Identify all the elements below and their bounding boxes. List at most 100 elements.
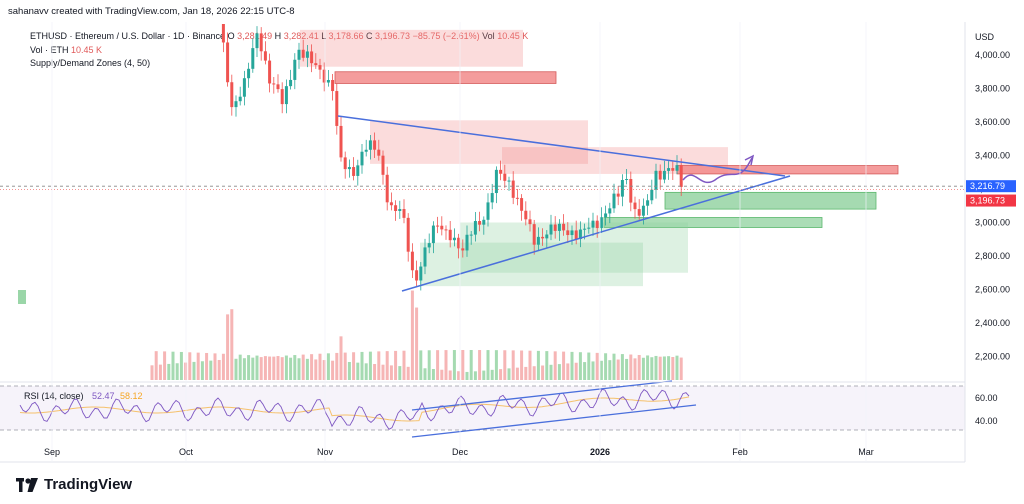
volume-bar: [465, 371, 469, 380]
candle-body: [360, 151, 364, 166]
candle-body: [612, 193, 616, 209]
candle-body: [259, 33, 263, 52]
candle-body: [570, 230, 574, 236]
volume-bar: [276, 356, 280, 380]
volume-bar: [297, 358, 301, 380]
volume-bar: [599, 360, 603, 380]
candle-body: [469, 234, 473, 236]
volume-bar: [238, 354, 242, 380]
candle-body: [293, 59, 297, 80]
projection-path: [682, 157, 753, 184]
volume-bar: [478, 350, 482, 380]
candle-body: [226, 42, 230, 83]
tradingview-logo[interactable]: TradingView: [16, 476, 132, 493]
volume-bar: [532, 366, 536, 380]
volume-bar: [377, 351, 381, 380]
candle-body: [465, 234, 469, 251]
volume-bar: [566, 363, 570, 380]
candle-body: [339, 125, 343, 158]
volume-bar: [242, 358, 246, 380]
price-badge-red: [966, 194, 1016, 207]
volume-bar: [251, 357, 255, 380]
volume-bar: [230, 309, 234, 380]
volume-bar: [616, 359, 620, 380]
volume-bar: [545, 351, 549, 380]
rsi-band: [0, 386, 965, 430]
volume-bar: [440, 369, 444, 380]
volume-bar: [221, 353, 225, 380]
candle-body: [591, 220, 595, 228]
close-label: C: [366, 31, 373, 41]
volume-bar: [205, 352, 209, 380]
candle-body: [599, 217, 603, 229]
volume-bar: [331, 360, 335, 380]
candle-body: [415, 270, 419, 281]
time-tick: Mar: [858, 447, 874, 457]
volume-bar: [448, 370, 452, 380]
overlay-layer: [0, 115, 965, 292]
axes-layer: USD4,000.003,800.003,600.003,400.003,200…: [0, 22, 1016, 463]
rsi-tick: 60.00: [975, 393, 998, 403]
candle-body: [553, 224, 557, 231]
volume-bar: [431, 369, 435, 380]
candle-body: [574, 230, 578, 240]
demand-zone-3: [460, 222, 688, 273]
supply-zone-1: [334, 71, 557, 84]
candle-body: [419, 266, 423, 281]
candle-body: [675, 165, 679, 171]
volume-bar: [356, 362, 360, 380]
zones-legend[interactable]: Supply/Demand Zones (4, 50): [30, 58, 151, 68]
volume-bar: [461, 350, 465, 380]
vol-line-label: Vol · ETH: [30, 45, 69, 55]
volume-bar: [507, 368, 511, 380]
candle-body: [238, 96, 242, 102]
chart-credit: sahanavv created with TradingView.com, J…: [8, 6, 295, 17]
volume-bar: [570, 351, 574, 380]
volume-bar: [200, 361, 204, 380]
volume-bar: [671, 357, 675, 380]
volume-bar: [515, 367, 519, 380]
volume-bar: [574, 362, 578, 380]
vol-label: Vol: [482, 31, 495, 41]
volume-bar: [658, 356, 662, 380]
rsi-line: [19, 388, 690, 430]
candle-body: [373, 140, 377, 150]
time-tick: Oct: [179, 447, 194, 457]
volume-bar: [326, 353, 330, 380]
volume-bar: [158, 364, 162, 380]
candle-body: [247, 68, 251, 79]
candle-body: [280, 89, 284, 105]
candle-body: [633, 202, 637, 210]
tradingview-logo-icon: [16, 477, 38, 492]
volume-bar: [192, 361, 196, 380]
candle-body: [284, 86, 288, 105]
candle-body: [486, 202, 490, 220]
time-tick: Dec: [452, 447, 469, 457]
volume-bar: [217, 359, 221, 380]
candle-body: [679, 165, 683, 187]
candle-body: [507, 180, 511, 182]
volume-bar: [503, 350, 507, 380]
candle-body: [331, 80, 335, 92]
candle-body: [221, 24, 225, 43]
candle-body: [562, 223, 566, 231]
volume-bar: [364, 363, 368, 380]
volume-bar: [398, 366, 402, 380]
candle-body: [234, 101, 238, 108]
candle-body: [625, 179, 629, 181]
candle-body: [289, 79, 293, 87]
candle-body: [347, 167, 351, 170]
volume-bar: [637, 354, 641, 380]
volume-bar: [310, 354, 314, 380]
candle-body: [662, 170, 666, 180]
volume-legend[interactable]: Vol · ETH 10.45 K: [30, 45, 102, 55]
volume-bar: [583, 362, 587, 380]
volume-bar: [528, 350, 532, 380]
volume-bar: [520, 350, 524, 380]
candle-body: [297, 49, 301, 60]
symbol-legend[interactable]: ETHUSD · Ethereum / U.S. Dollar · 1D · B…: [30, 31, 528, 41]
volume-bar: [587, 352, 591, 380]
volume-bar: [427, 350, 431, 380]
